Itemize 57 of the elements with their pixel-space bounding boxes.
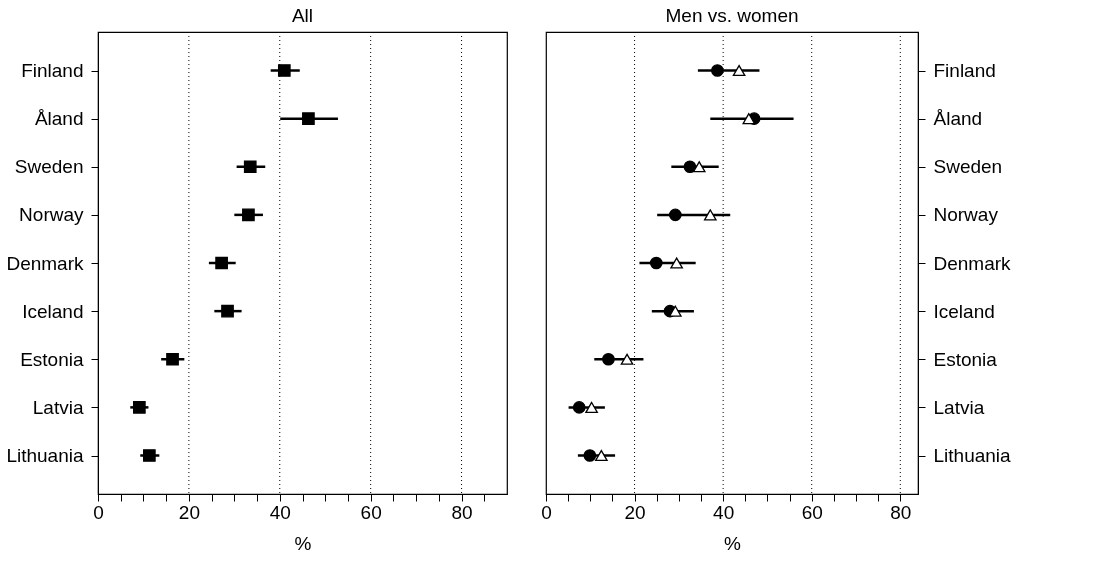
x-tick-label: 40 [713,501,735,523]
y-tick-label: Åland [933,108,983,130]
x-tick-label: 0 [93,501,104,523]
point [143,449,156,462]
y-tick-label: Åland [34,108,84,130]
point [595,449,608,462]
y-tick-label: Sweden [933,156,1003,178]
point [670,257,683,269]
y-tick-label: Sweden [14,156,84,178]
x-tick-label: 40 [269,501,291,523]
y-tick-label: Lithuania [6,445,84,466]
point [620,353,634,365]
point [583,449,597,462]
point [133,401,146,414]
point [215,256,228,270]
point [668,208,682,222]
chart-title: Men vs. women [665,4,799,26]
x-axis-title: % [294,532,312,554]
x-tick-label: 80 [451,501,473,523]
y-tick-label: Iceland [933,300,995,322]
x-tick-label: 20 [178,501,200,523]
point [243,160,257,174]
y-tick-label: Lithuania [933,445,1012,466]
x-tick-label: 60 [801,501,823,523]
y-tick-label: Finland [21,60,84,81]
point [166,352,179,366]
point [572,401,586,414]
x-tick-label: 20 [624,501,646,523]
y-tick-label: Norway [933,204,999,226]
x-tick-label: 0 [541,501,552,523]
point [683,160,697,174]
point [732,64,746,77]
y-tick-label: Latvia [933,396,985,418]
x-axis-title: % [724,532,742,554]
point [221,304,234,318]
y-tick-label: Norway [19,204,84,226]
point [602,352,615,366]
point [242,208,255,222]
point [649,256,663,270]
chart-title: All [291,4,314,26]
point [277,64,291,77]
x-tick-label: 60 [360,501,382,523]
point [742,113,756,125]
y-tick-label: Finland [933,60,996,81]
y-tick-label: Denmark [6,252,84,274]
point [585,401,598,413]
point [703,209,717,221]
point [302,112,315,125]
y-tick-label: Iceland [22,300,84,322]
x-tick-label: 80 [890,501,912,523]
y-tick-label: Estonia [20,348,84,370]
y-tick-label: Latvia [32,396,84,418]
y-tick-label: Estonia [933,348,998,370]
y-tick-label: Denmark [933,252,1012,274]
point [692,161,706,173]
point [711,64,724,77]
point [668,305,682,317]
